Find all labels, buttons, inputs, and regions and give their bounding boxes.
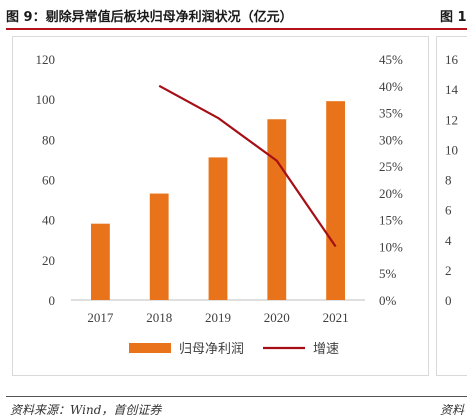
x-tick-label: 2018 — [146, 310, 172, 325]
bar-line-chart: 0 20 40 60 80 100 120 0% 5% 10% 15% 20% 25% 30% 35% 40%… — [36, 52, 404, 357]
next-chart-tick-label: 14 — [445, 82, 459, 97]
y-right-tick-label: 10% — [379, 239, 403, 254]
next-chart-tick-label: 8 — [445, 173, 452, 188]
y-right-tick-label: 30% — [379, 132, 403, 147]
growth-line — [158, 84, 337, 248]
next-figure-title-fragment: 图 1 — [440, 10, 467, 25]
x-tick-label: 2017 — [87, 310, 114, 325]
next-chart-tick-label: 16 — [445, 52, 459, 67]
y-left-tick-label: 100 — [36, 92, 56, 107]
y-left-tick-label: 0 — [49, 293, 56, 308]
next-chart-tick-label: 12 — [445, 112, 458, 127]
x-tick-label: 2019 — [205, 310, 231, 325]
x-tick-label: 2021 — [323, 310, 349, 325]
y-left-tick-label: 40 — [42, 213, 55, 228]
next-chart-tick-label: 10 — [445, 142, 458, 157]
next-chart-fragment: 16 14 12 10 8 6 4 2 0 — [445, 52, 459, 308]
next-chart-tick-label: 4 — [445, 233, 452, 248]
y-right-tick-label: 5% — [379, 266, 397, 281]
y-right-tick-label: 20% — [379, 186, 403, 201]
bar-2020 — [267, 119, 287, 300]
chart-panel: 0 20 40 60 80 100 120 0% 5% 10% 15% 20% 25% 30% 35% 40%… — [12, 36, 429, 376]
y-left-tick-label: 20 — [42, 253, 55, 268]
figure-title: 图 9：剔除异常值后板块归母净利润状况（亿元） — [6, 10, 293, 25]
next-chart-panel: 16 14 12 10 8 6 4 2 0 — [436, 36, 467, 376]
source-rule — [6, 396, 467, 397]
legend-line-label: 增速 — [313, 342, 339, 357]
bar-2018 — [149, 193, 169, 300]
y-left-tick-label: 60 — [42, 173, 55, 188]
next-source-fragment: 资料 — [440, 403, 465, 417]
y-right-tick-label: 15% — [379, 213, 403, 228]
bar-2021 — [326, 101, 346, 300]
y-right-tick-label: 35% — [379, 106, 403, 121]
bar-2019 — [208, 157, 228, 300]
y-right-tick-label: 25% — [379, 159, 403, 174]
y-right-tick-label: 40% — [379, 79, 403, 94]
x-tick-label: 2020 — [264, 310, 290, 325]
legend-bar-swatch — [129, 343, 171, 353]
next-chart-tick-label: 0 — [445, 293, 452, 308]
y-left-tick-label: 80 — [42, 132, 55, 147]
title-rule — [6, 28, 467, 30]
source-note: 资料来源：Wind，首创证券 — [10, 403, 162, 417]
y-left-tick-label: 120 — [36, 52, 56, 67]
bar-2017 — [90, 223, 110, 300]
next-chart-tick-label: 2 — [445, 263, 452, 278]
y-right-tick-label: 45% — [379, 52, 403, 67]
y-right-tick-label: 0% — [379, 293, 397, 308]
next-chart-tick-label: 6 — [445, 203, 452, 218]
legend-bar-label: 归母净利润 — [179, 342, 244, 357]
